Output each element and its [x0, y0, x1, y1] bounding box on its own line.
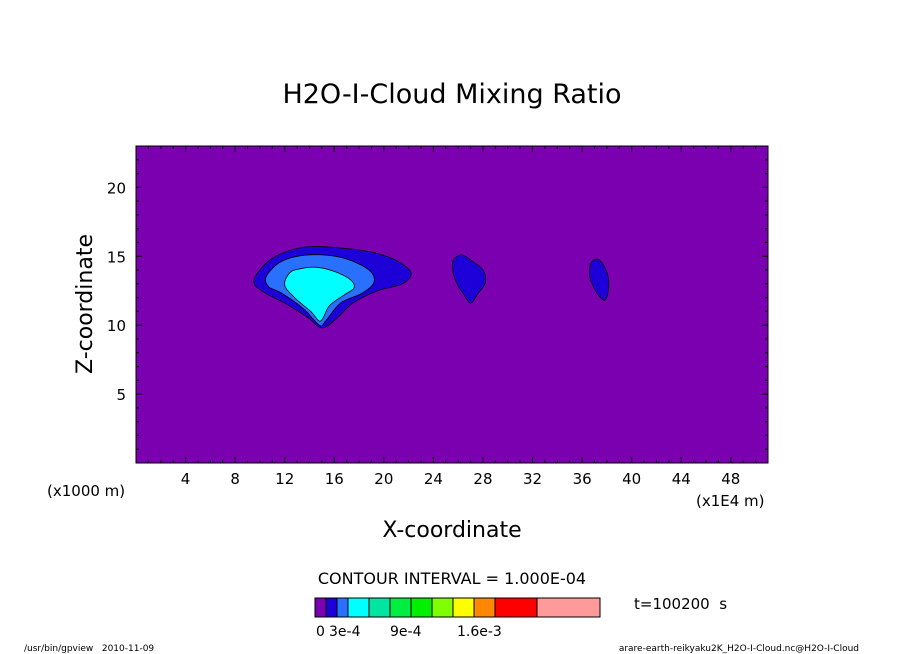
contour-regions: [253, 245, 610, 329]
x-tick-label: 24: [424, 470, 443, 488]
x-axis-label: X-coordinate: [382, 518, 521, 543]
colorbar-swatch: [410, 597, 433, 618]
x-tick-label: 28: [473, 470, 492, 488]
contour-region-3: [284, 266, 355, 322]
colorbar-label: 1.6e-3: [457, 624, 502, 640]
colorbar-swatch: [389, 597, 412, 618]
x-tick-label: 48: [721, 470, 740, 488]
x-tick-label: 40: [622, 470, 641, 488]
colorbar-label: 9e-4: [390, 624, 422, 640]
y-tick-label: 20: [107, 179, 126, 197]
colorbar-swatch: [473, 597, 496, 618]
x-tick-label: 32: [523, 470, 542, 488]
colorbar: [314, 597, 601, 618]
contour-region-4: [452, 254, 487, 304]
y-axis-label: Z-coordinate: [73, 234, 98, 374]
plot-frame: [135, 145, 769, 464]
y-tick-label: 5: [116, 386, 126, 404]
colorbar-swatch: [368, 597, 391, 618]
colorbar-swatch: [325, 597, 338, 618]
colorbar-swatch: [314, 597, 327, 618]
x-tick-label: 8: [230, 470, 240, 488]
x-tick-label: 12: [275, 470, 294, 488]
footer-left: /usr/bin/gpview 2010-11-09: [24, 644, 154, 654]
footer-right: arare-earth-reikyaku2K_H2O-I-Cloud.nc@H2…: [619, 644, 859, 654]
chart-title: H2O-I-Cloud Mixing Ratio: [282, 79, 621, 110]
colorbar-swatch: [336, 597, 349, 618]
colorbar-swatch: [536, 597, 601, 618]
colorbar-swatch: [347, 597, 370, 618]
colorbar-label: 3e-4: [329, 624, 361, 640]
colorbar-swatch: [452, 597, 475, 618]
y-tick-label: 10: [107, 317, 126, 335]
y-tick-label: 15: [107, 248, 126, 266]
x-tick-label: 4: [181, 470, 191, 488]
contour-interval-text: CONTOUR INTERVAL = 1.000E-04: [318, 569, 586, 588]
x-axis-ticks: 4 8 12 16 20 24 28 32 36 40 44 48: [147, 146, 757, 488]
x-tick-label: 44: [672, 470, 691, 488]
colorbar-swatch: [494, 597, 538, 618]
plot-background: [136, 146, 768, 463]
y-axis-unit: (x1000 m): [47, 482, 125, 500]
colorbar-swatch: [431, 597, 454, 618]
x-tick-label: 20: [374, 470, 393, 488]
x-axis-unit: (x1E4 m): [696, 492, 765, 510]
colorbar-labels: 0 3e-4 9e-4 1.6e-3: [316, 624, 502, 640]
colorbar-label: 0: [316, 624, 325, 640]
y-axis-ticks: 5 10 15 20: [107, 159, 768, 450]
x-tick-label: 36: [573, 470, 592, 488]
time-text: t=100200 s: [634, 595, 727, 613]
contour-region-5: [589, 258, 610, 301]
x-tick-label: 16: [325, 470, 344, 488]
